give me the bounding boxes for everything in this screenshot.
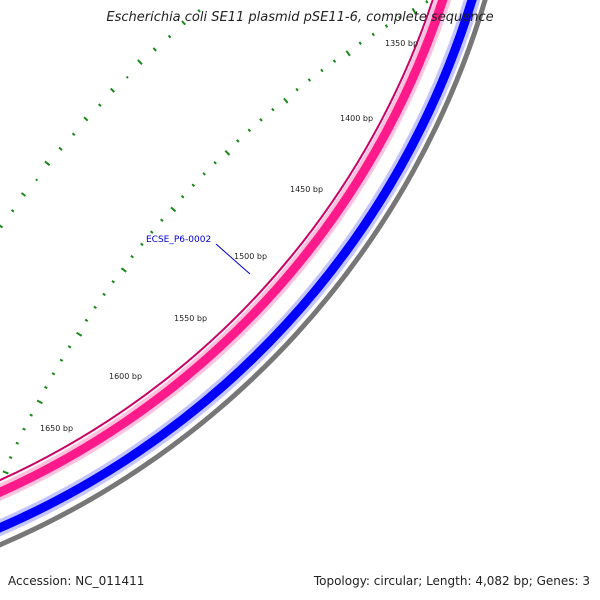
ruler-tick — [22, 427, 26, 431]
ruler-tick — [67, 345, 72, 349]
gc-mark — [110, 87, 115, 93]
gc-mark — [71, 132, 76, 136]
ruler-tick — [59, 358, 64, 362]
gc-mark — [181, 20, 186, 26]
ruler-tick — [180, 194, 185, 199]
ruler-tick — [271, 107, 275, 112]
gc-mark — [167, 34, 172, 39]
topology-summary: Topology: circular; Length: 4,082 bp; Ge… — [313, 574, 590, 588]
gc-mark — [58, 146, 63, 151]
tick-label-1550: 1550 bp — [174, 314, 207, 323]
gc-mark — [83, 116, 89, 122]
ruler-tick — [130, 254, 134, 259]
ruler-tick — [160, 218, 164, 222]
gc-content-marks — [0, 0, 215, 229]
ruler-tick — [213, 160, 217, 165]
ruler-tick — [202, 172, 206, 176]
gc-mark — [0, 224, 4, 229]
ruler-tick — [425, 0, 429, 4]
ruler-tick — [2, 470, 9, 475]
gc-mark — [10, 209, 15, 213]
ruler-tick — [295, 87, 299, 92]
backbone-track — [0, 0, 488, 548]
ruler-tick — [191, 183, 196, 187]
ruler-tick — [235, 139, 240, 143]
ruler-tick — [371, 32, 375, 37]
gc-mark — [98, 103, 102, 107]
ruler-tick — [320, 68, 324, 73]
ruler-tick — [149, 230, 154, 234]
tick-label-1500: 1500 bp — [234, 252, 267, 261]
gene-annotation[interactable]: ECSE_P6-0002 — [146, 235, 251, 275]
ruler-tick — [51, 372, 56, 376]
gene-label[interactable]: ECSE_P6-0002 — [146, 235, 211, 245]
ruler-tick — [8, 455, 13, 460]
ruler-tick — [345, 50, 351, 57]
gc-mark — [152, 47, 157, 52]
ruler-tick — [259, 118, 263, 122]
gene-label-leader-line — [215, 243, 251, 275]
ruler-tick — [247, 128, 252, 133]
track-group — [0, 0, 488, 548]
gc-mark — [125, 75, 129, 79]
tick-label-1400: 1400 bp — [340, 114, 373, 123]
forward-strand-track — [0, 0, 448, 498]
ruler-tick — [398, 15, 402, 20]
ruler-tick — [283, 97, 289, 104]
ruler-tick — [332, 59, 337, 63]
tick-label-1350: 1350 bp — [385, 39, 418, 48]
ruler-tick — [29, 413, 33, 417]
reverse-strand-track — [0, 0, 477, 533]
gc-mark — [137, 59, 143, 65]
ruler-tick — [111, 279, 116, 284]
gc-mark — [35, 178, 39, 182]
ruler-labels: 1350 bp 1400 bp 1450 bp 1500 bp 1550 bp … — [40, 39, 418, 433]
accession-label: Accession: NC_011411 — [8, 574, 145, 588]
ruler-tick — [307, 78, 312, 82]
map-title: Escherichia coli SE11 plasmid pSE11-6, c… — [106, 10, 494, 25]
ruler-tick — [170, 206, 177, 213]
ruler-tick — [44, 385, 48, 390]
gc-mark — [197, 9, 201, 13]
ruler-tick — [120, 267, 127, 273]
ruler-tick — [411, 7, 417, 15]
gc-mark — [20, 192, 27, 197]
ruler-tick — [36, 399, 43, 405]
ruler-tick — [93, 305, 97, 310]
ruler-tick — [15, 441, 20, 445]
ruler-tick — [384, 24, 389, 28]
tick-label-1650: 1650 bp — [40, 424, 73, 433]
ruler-tick — [224, 150, 231, 156]
tick-label-1600: 1600 bp — [109, 372, 142, 381]
ruler-tick — [102, 292, 106, 297]
forward-strand-edge — [0, 0, 434, 482]
tick-label-1450: 1450 bp — [290, 185, 323, 194]
ruler-tick — [76, 331, 83, 337]
ruler-tick — [84, 318, 89, 323]
gc-mark — [44, 160, 51, 166]
ruler-ticks — [2, 0, 429, 475]
ruler-tick — [140, 242, 144, 247]
ruler-tick — [358, 41, 362, 45]
